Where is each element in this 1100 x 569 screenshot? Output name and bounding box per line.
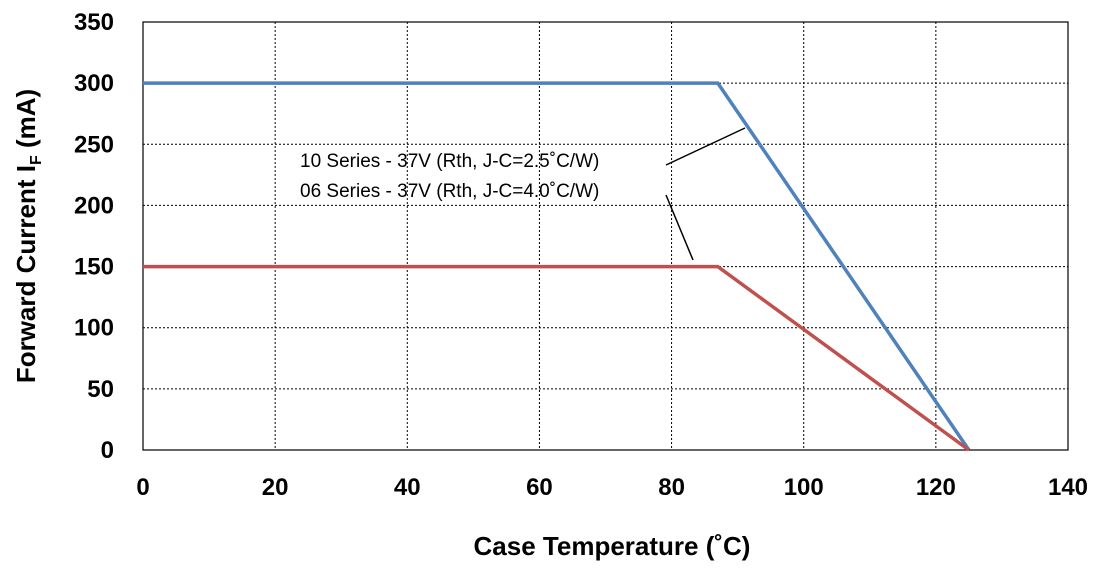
x-tick-label: 120 [916, 474, 956, 501]
y-axis-title-subscript: F [28, 155, 45, 165]
plot-area [142, 21, 1069, 451]
y-tick-label: 300 [74, 70, 114, 97]
y-tick-label: 150 [74, 254, 114, 281]
grid-lines [143, 22, 1068, 450]
series-line-10-series [143, 81, 971, 451]
x-tick-label: 40 [394, 474, 421, 501]
x-tick-label: 60 [526, 474, 553, 501]
annotation-leader-06-series [665, 194, 694, 261]
x-axis-title: Case Temperature (˚C) [474, 531, 751, 561]
x-tick-labels: 0 20 40 60 80 100 120 140 [136, 474, 1088, 501]
annotation-10-series: 10 Series - 37V (Rth, J-C=2.5˚C/W) [300, 151, 599, 172]
y-axis-title-main: Forward Current I [11, 165, 41, 383]
series-layer [143, 81, 971, 452]
x-tick-label: 80 [658, 474, 685, 501]
annotation-06-series: 06 Series - 37V (Rth, J-C=4.0˚C/W) [300, 181, 599, 202]
y-tick-label: 350 [74, 9, 114, 36]
series-line-06-series [143, 264, 970, 452]
x-tick-label: 0 [136, 474, 149, 501]
y-tick-label: 0 [101, 437, 114, 464]
y-tick-label: 200 [74, 192, 114, 219]
y-tick-labels: 0 50 100 150 200 250 300 350 [74, 9, 114, 464]
annotations: 10 Series - 37V (Rth, J-C=2.5˚C/W) 06 Se… [300, 127, 746, 261]
x-tick-label: 100 [784, 474, 824, 501]
x-tick-label: 20 [262, 474, 289, 501]
y-axis-title-unit: (mA) [11, 89, 41, 155]
x-tick-label: 140 [1048, 474, 1088, 501]
y-axis-title: Forward Current IF (mA) [11, 89, 45, 383]
annotation-leader-10-series [665, 127, 746, 166]
y-tick-label: 50 [87, 376, 114, 403]
y-tick-label: 250 [74, 131, 114, 158]
y-tick-label: 100 [74, 315, 114, 342]
